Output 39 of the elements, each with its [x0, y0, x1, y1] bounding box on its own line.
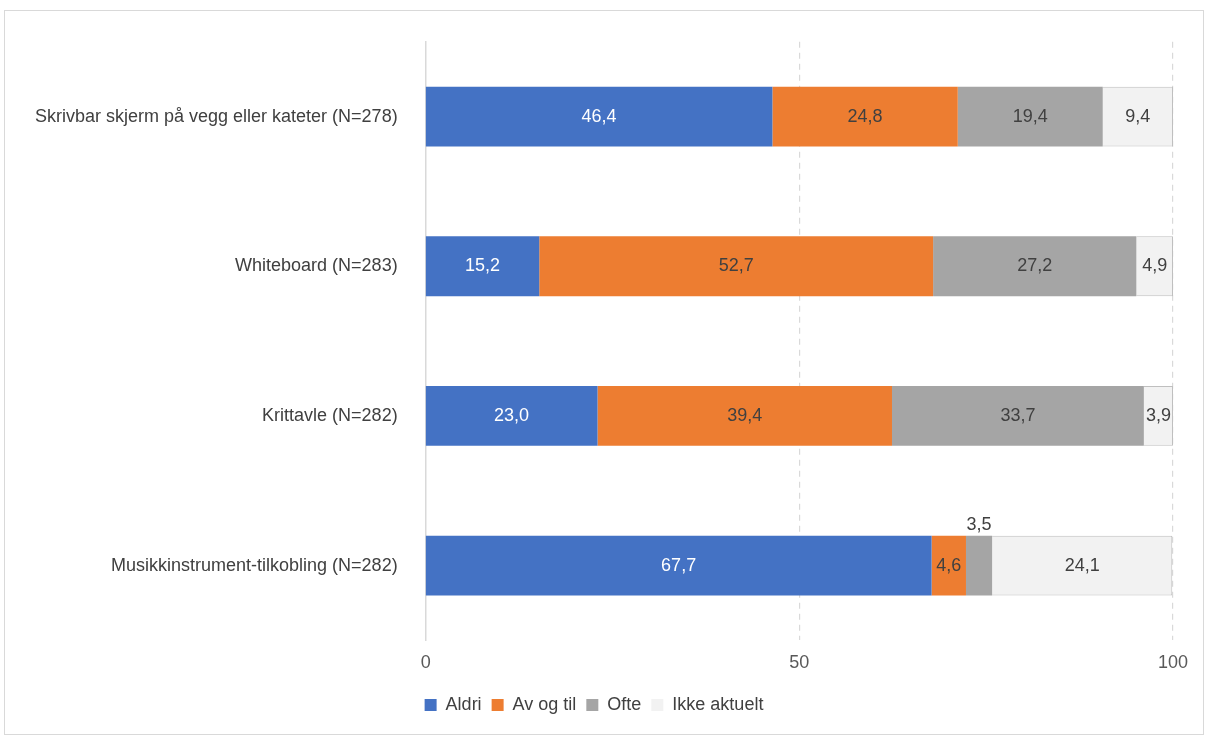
data-label: 52,7	[718, 255, 754, 276]
legend-label: Ikke aktuelt	[672, 693, 764, 714]
x-tick-label: 50	[789, 652, 810, 673]
y-tick-label: Krittavle (N=282)	[262, 404, 398, 425]
x-tick-label: 100	[1157, 652, 1189, 673]
data-label: 19,4	[1012, 105, 1048, 126]
bar	[597, 386, 892, 446]
data-label: 24,1	[1064, 554, 1100, 575]
bar	[957, 86, 1103, 147]
bar	[892, 386, 1144, 446]
bar	[965, 535, 993, 596]
y-tick-label: Skrivbar skjerm på vegg eller kateter (N=278)	[34, 105, 398, 126]
data-label: 67,7	[661, 554, 697, 575]
legend-label: Aldri	[445, 693, 482, 714]
data-label: 4,9	[1142, 255, 1168, 276]
data-label: 15,2	[464, 255, 500, 276]
bar	[931, 535, 966, 596]
bar	[425, 236, 540, 297]
y-tick-label: Musikkinstrument-tilkobling (N=282)	[111, 554, 398, 575]
data-label: 9,4	[1125, 105, 1151, 126]
bar	[539, 236, 934, 297]
data-label: 27,2	[1017, 255, 1053, 276]
data-label: 46,4	[581, 105, 617, 126]
y-tick-label: Whiteboard (N=283)	[235, 255, 398, 276]
data-label: 33,7	[1000, 404, 1036, 425]
bar	[425, 386, 598, 446]
data-label: 23,0	[494, 404, 530, 425]
x-tick-label: 0	[420, 652, 431, 673]
data-label: 3,5	[966, 513, 992, 534]
data-label: 4,6	[936, 554, 962, 575]
bar	[425, 535, 932, 596]
bar	[425, 86, 773, 147]
data-label: 3,9	[1145, 404, 1171, 425]
data-label: 24,8	[847, 105, 883, 126]
legend-label: Av og til	[512, 693, 577, 714]
bar	[772, 86, 958, 147]
legend-label: Ofte	[607, 693, 642, 714]
data-label: 39,4	[727, 404, 763, 425]
bar	[933, 236, 1137, 297]
